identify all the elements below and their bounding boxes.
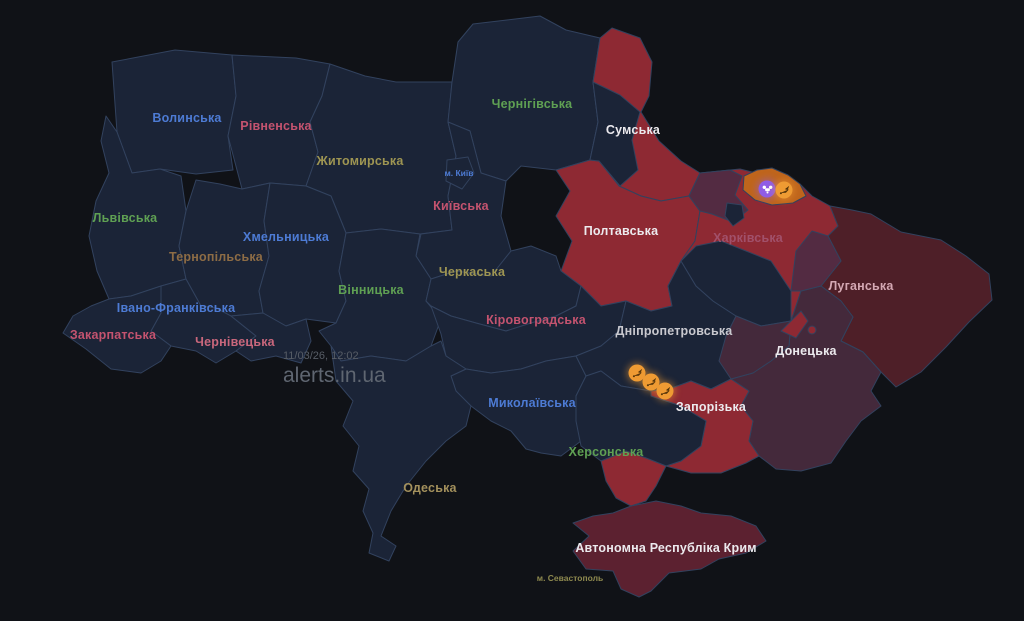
region-label-chernihiv: Чернігівська: [491, 97, 573, 111]
region-shape-kharkiv-city[interactable]: [724, 202, 745, 227]
region-label-volyn: Волинська: [152, 111, 222, 125]
watermark-site: alerts.in.ua: [283, 364, 386, 388]
region-shape-dnipro-east[interactable]: [718, 315, 792, 380]
region-label-cherkasy: Черкаська: [438, 265, 506, 279]
region-label-kharkiv: Харківська: [713, 231, 783, 245]
region-label-vinnytsia: Вінницька: [338, 283, 404, 297]
region-label-sumy: Сумська: [605, 123, 661, 137]
region-shape-kyiv-city[interactable]: [445, 156, 475, 190]
region-shape-chernivtsi[interactable]: [230, 312, 312, 364]
region-label-ternopil: Тернопільська: [169, 250, 263, 264]
region-shape-khmelnytskyi[interactable]: [258, 182, 347, 327]
region-label-poltava: Полтавська: [583, 224, 659, 238]
watermark-datetime: 11/03/26, 12:02: [283, 350, 359, 362]
region-label-mykolaiv: Миколаївська: [488, 396, 576, 410]
region-shape-donetsk-dot[interactable]: [807, 325, 817, 335]
region-label-ivano-frankivsk: Івано-Франківська: [116, 301, 236, 315]
region-label-kyiv-city: м. Київ: [444, 168, 474, 178]
region-label-zaporizhzhia: Запорізька: [675, 400, 747, 414]
watermark: 11/03/26, 12:02 alerts.in.ua: [283, 350, 386, 387]
region-shape-sumy-mid[interactable]: [589, 81, 641, 187]
marker-zap-shahed-3-shahed-icon[interactable]: [656, 382, 674, 400]
region-label-zakarpattia: Закарпатська: [69, 328, 157, 342]
marker-kharkiv-shahed-shahed-icon[interactable]: [775, 181, 793, 199]
region-label-sevastopol: м. Севастополь: [536, 573, 604, 583]
region-label-kirovohrad: Кіровоградська: [486, 313, 586, 327]
region-label-khmelnytskyi: Хмельницька: [242, 230, 330, 244]
region-label-donetsk: Донецька: [775, 344, 837, 358]
marker-zap-shahed-2-shahed-icon[interactable]: [642, 373, 660, 391]
region-shape-kherson[interactable]: [575, 370, 707, 467]
region-label-rivne: Рівненська: [240, 119, 312, 133]
marker-kharkiv-drone-drone-icon[interactable]: [758, 180, 776, 198]
region-label-luhansk: Луганська: [828, 279, 894, 293]
region-shape-zakarpattia[interactable]: [62, 285, 172, 374]
region-label-odesa: Одеська: [403, 481, 457, 495]
region-shape-donetsk-north[interactable]: [780, 310, 809, 339]
region-shape-kharkiv-east[interactable]: [790, 230, 842, 292]
marker-zap-shahed-1-shahed-icon[interactable]: [628, 364, 646, 382]
region-shape-kharkiv-south[interactable]: [680, 240, 792, 327]
region-label-dnipro: Дніпропетровська: [615, 324, 733, 338]
region-label-crimea: Автономна Республіка Крим: [575, 541, 757, 555]
region-shape-kherson-east[interactable]: [600, 450, 667, 507]
region-shape-odesa[interactable]: [330, 340, 472, 562]
region-label-chernivtsi: Чернівецька: [195, 335, 275, 349]
region-label-zhytomyr: Житомирська: [316, 154, 404, 168]
region-shape-crimea[interactable]: [572, 500, 767, 598]
region-label-lviv: Львівська: [92, 211, 158, 225]
region-label-kyivska: Київська: [433, 199, 489, 213]
region-label-kherson: Херсонська: [568, 445, 644, 459]
